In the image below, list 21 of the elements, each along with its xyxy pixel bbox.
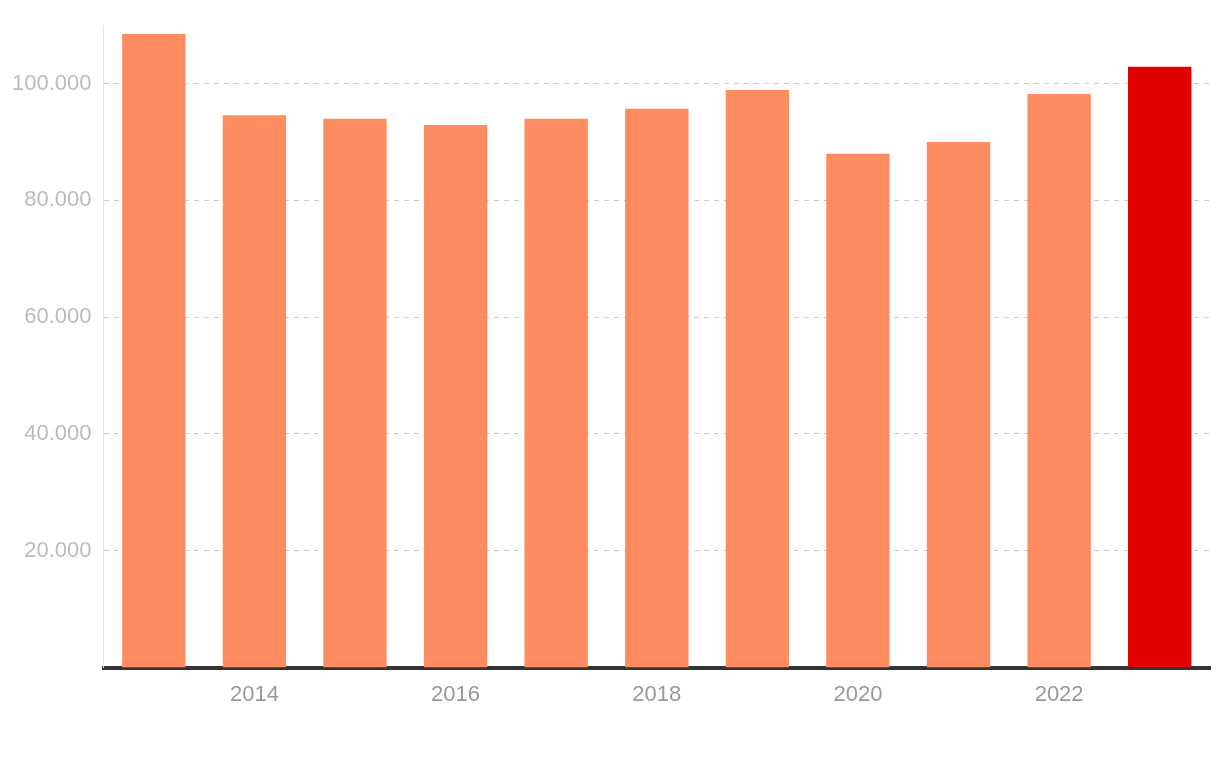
y-tick-label: 20.000: [24, 536, 92, 562]
x-tick-label: 2018: [632, 680, 682, 706]
x-tick-label: 2014: [229, 680, 279, 706]
y-tick-label: 80.000: [24, 186, 92, 212]
bar: [1027, 94, 1091, 668]
bar: [625, 108, 689, 668]
bar: [1128, 66, 1192, 668]
x-tick-label: 2020: [833, 680, 883, 706]
bar: [524, 118, 588, 668]
x-tick-label: 2016: [431, 680, 481, 706]
bar: [122, 33, 186, 668]
bar: [423, 125, 488, 668]
bar: [725, 90, 790, 668]
bar: [222, 115, 287, 668]
y-tick-label: 60.000: [24, 303, 92, 329]
bar: [323, 118, 387, 668]
y-tick-label: 40.000: [24, 420, 92, 446]
y-tick-label: 100.000: [11, 69, 92, 95]
bar: [926, 142, 991, 668]
bar: [826, 153, 890, 668]
x-tick-label: 2022: [1034, 680, 1084, 706]
